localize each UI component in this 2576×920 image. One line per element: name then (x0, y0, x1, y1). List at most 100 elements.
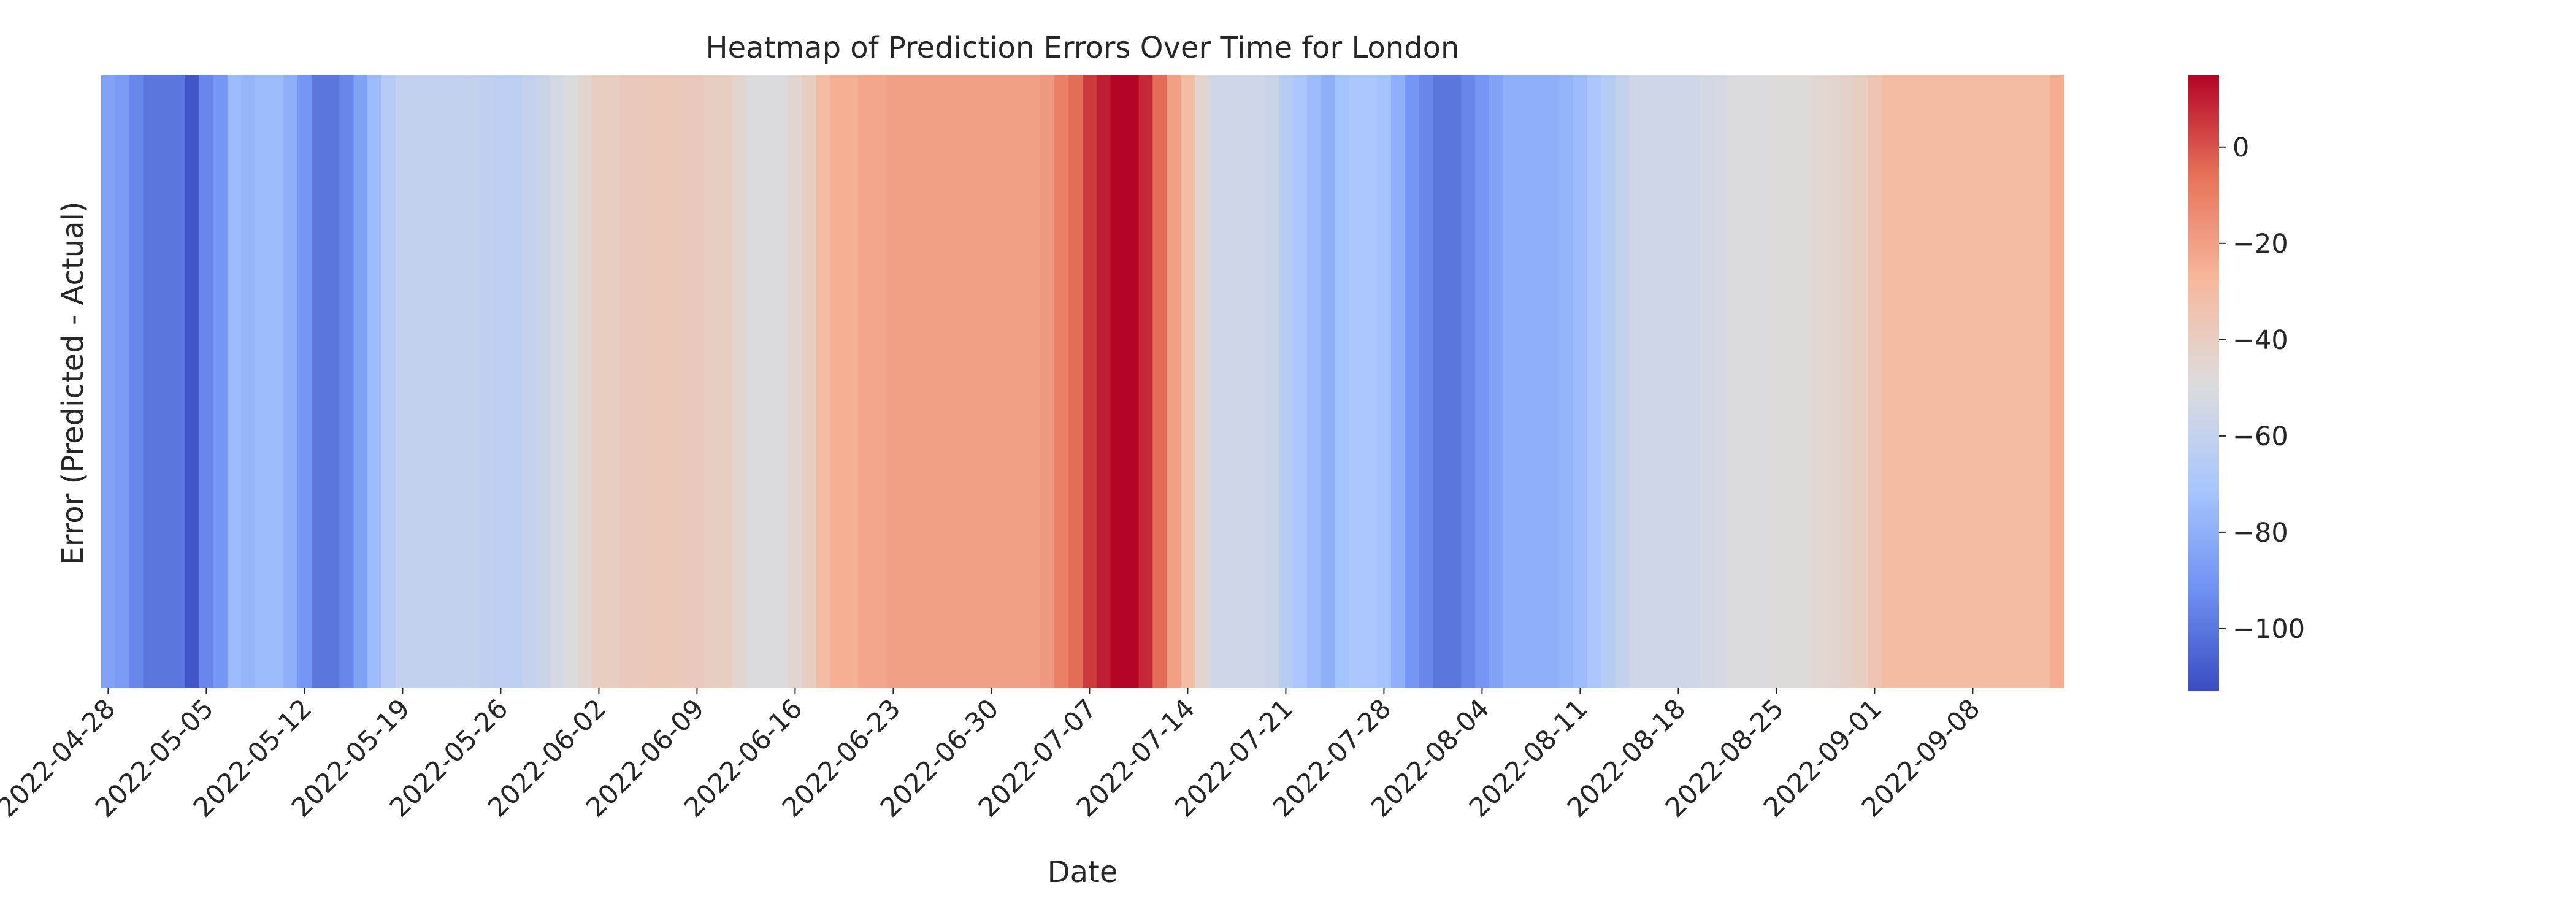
heatmap-cell (157, 75, 172, 688)
colorbar-tick-label: −60 (2233, 421, 2288, 452)
heatmap-cell (1643, 75, 1658, 688)
heatmap-cell (550, 75, 564, 688)
heatmap-cell (1868, 75, 1882, 688)
heatmap-cell (592, 75, 607, 688)
heatmap-cell (1181, 75, 1195, 688)
heatmap-cell (1811, 75, 1827, 688)
heatmap-cell (1167, 75, 1181, 688)
heatmap-cell (1208, 75, 1224, 688)
heatmap-cell (1096, 75, 1111, 688)
heatmap-cell (1853, 75, 1868, 688)
heatmap-cell (690, 75, 705, 688)
heatmap-cell (1152, 75, 1167, 688)
heatmap-cell (1825, 75, 1840, 688)
heatmap-cell (129, 75, 144, 688)
heatmap-cell (872, 75, 887, 688)
heatmap-cell (1349, 75, 1363, 688)
heatmap-cell (1194, 75, 1209, 688)
heatmap-cell (451, 75, 466, 688)
heatmap-cell (521, 75, 537, 688)
heatmap-cell (1923, 75, 1938, 688)
heatmap-cell (1573, 75, 1588, 688)
heatmap-cell (844, 75, 859, 688)
heatmap-cell (1419, 75, 1434, 688)
heatmap-cell (1377, 75, 1392, 688)
heatmap-cell (886, 75, 901, 688)
heatmap-cell (732, 75, 747, 688)
heatmap-cell (1306, 75, 1322, 688)
y-axis-label: Error (Predicted - Actual) (56, 201, 90, 565)
heatmap-cell (409, 75, 424, 688)
heatmap-cell (1966, 75, 1980, 688)
heatmap-cell (1615, 75, 1630, 688)
heatmap-cell (619, 75, 635, 688)
heatmap-cell (1461, 75, 1476, 688)
heatmap-cell (1657, 75, 1672, 688)
heatmap-cell (143, 75, 158, 688)
heatmap-cell (1335, 75, 1349, 688)
heatmap-cell (325, 75, 340, 688)
colorbar-tick-label: −20 (2233, 229, 2288, 259)
heatmap-cell (1447, 75, 1462, 688)
heatmap-cell (339, 75, 355, 688)
heatmap-cell (367, 75, 382, 688)
heatmap-cell (1503, 75, 1518, 688)
heatmap-cell (1881, 75, 1896, 688)
heatmap-cell (914, 75, 929, 688)
heatmap-cell (185, 75, 200, 688)
heatmap-cell (1390, 75, 1406, 688)
heatmap-cell (830, 75, 845, 688)
heatmap-cell (1629, 75, 1644, 688)
heatmap-cell (718, 75, 733, 688)
heatmap-cell (928, 75, 943, 688)
heatmap-cell (816, 75, 831, 688)
heatmap-cell (634, 75, 649, 688)
heatmap-cell (1545, 75, 1560, 688)
heatmap-cell (578, 75, 592, 688)
heatmap-cell (535, 75, 551, 688)
heatmap-cell (998, 75, 1013, 688)
x-axis-ticks: 2022-04-282022-05-052022-05-122022-05-19… (0, 688, 1986, 823)
heatmap-cell (269, 75, 284, 688)
colorbar-tick-label: −40 (2233, 325, 2288, 356)
heatmap-cell (297, 75, 312, 688)
heatmap-cell (1587, 75, 1602, 688)
heatmap-cells (101, 75, 2064, 688)
heatmap-cell (213, 75, 228, 688)
heatmap-cell (381, 75, 396, 688)
heatmap-cell (1236, 75, 1251, 688)
heatmap-cell (1895, 75, 1911, 688)
heatmap-cell (648, 75, 662, 688)
heatmap-cell (1909, 75, 1925, 688)
heatmap-cell (900, 75, 915, 688)
heatmap-cell (1433, 75, 1447, 688)
heatmap-cell (1559, 75, 1574, 688)
heatmap-cell (1083, 75, 1097, 688)
heatmap-cell (746, 75, 761, 688)
heatmap-cell (564, 75, 578, 688)
heatmap-cell (1251, 75, 1265, 688)
heatmap-cell (2007, 75, 2023, 688)
heatmap-cell (1797, 75, 1812, 688)
heatmap-cell (1405, 75, 1420, 688)
heatmap-cell (1531, 75, 1546, 688)
heatmap-cell (1671, 75, 1686, 688)
heatmap-cell (101, 75, 116, 688)
heatmap-cell (1222, 75, 1238, 688)
heatmap-cell (703, 75, 719, 688)
heatmap-cell (1601, 75, 1616, 688)
heatmap-cell (1363, 75, 1378, 688)
heatmap-cell (255, 75, 270, 688)
heatmap-cell (1699, 75, 1714, 688)
heatmap-cell (437, 75, 453, 688)
heatmap-cell (507, 75, 523, 688)
heatmap-cell (1755, 75, 1770, 688)
colorbar-tick-label: −100 (2233, 614, 2305, 645)
heatmap-cell (396, 75, 410, 688)
heatmap-cell (2022, 75, 2036, 688)
heatmap-cell (1993, 75, 2009, 688)
heatmap-cell (1040, 75, 1055, 688)
chart-title: Heatmap of Prediction Errors Over Time f… (706, 31, 1460, 65)
heatmap-cell (480, 75, 494, 688)
heatmap-cell (1068, 75, 1083, 688)
